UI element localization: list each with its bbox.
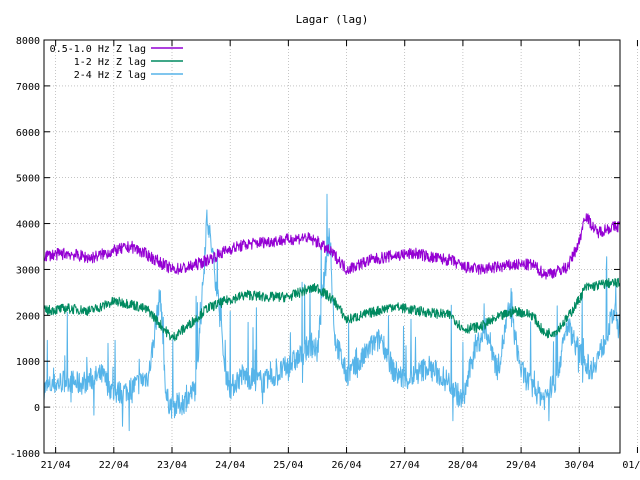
y-tick-label: 0: [34, 403, 40, 414]
chart-title: Lagar (lag): [296, 13, 369, 26]
x-tick-label: 22/04: [99, 460, 129, 471]
plot-frame: [43, 39, 621, 454]
x-tick-label: 26/04: [331, 460, 361, 471]
series-line: [43, 277, 621, 342]
x-tick-label: 27/04: [390, 460, 420, 471]
legend-label: 2-4 Hz Z lag: [74, 70, 146, 81]
x-tick-label: 28/04: [448, 460, 478, 471]
y-tick-label: 5000: [16, 174, 40, 185]
x-tick-label: 25/04: [273, 460, 303, 471]
y-tick-label: 6000: [16, 128, 40, 139]
x-axis: 21/04 22/04 23/04 24/04 25/04 26/04 27/04 28/04…: [41, 40, 640, 471]
x-tick-label: 29/04: [506, 460, 536, 471]
y-tick-label: 4000: [16, 220, 40, 231]
x-tick-label: 24/04: [215, 460, 245, 471]
x-tick-label: 30/04: [564, 460, 594, 471]
y-tick-label: 3000: [16, 265, 40, 276]
legend: 0.5-1.0 Hz Z lag 1-2 Hz Z lag 2-4 Hz Z lag: [50, 44, 183, 81]
y-tick-label: -1000: [10, 449, 40, 460]
series-layer: [43, 193, 621, 432]
y-tick-label: 7000: [16, 82, 40, 93]
x-tick-label: 23/04: [157, 460, 187, 471]
series-line: [43, 193, 621, 432]
y-axis: -1000 0 1000 2000 3000 4000 5000 6000 7000 8000: [10, 36, 620, 460]
y-tick-label: 8000: [16, 36, 40, 47]
x-tick-label: 21/04: [41, 460, 71, 471]
x-tick-label: 01/05: [622, 460, 640, 471]
series-line: [43, 213, 621, 280]
y-tick-label: 2000: [16, 311, 40, 322]
y-tick-label: 1000: [16, 357, 40, 368]
legend-label: 1-2 Hz Z lag: [74, 57, 146, 68]
legend-label: 0.5-1.0 Hz Z lag: [50, 44, 146, 55]
